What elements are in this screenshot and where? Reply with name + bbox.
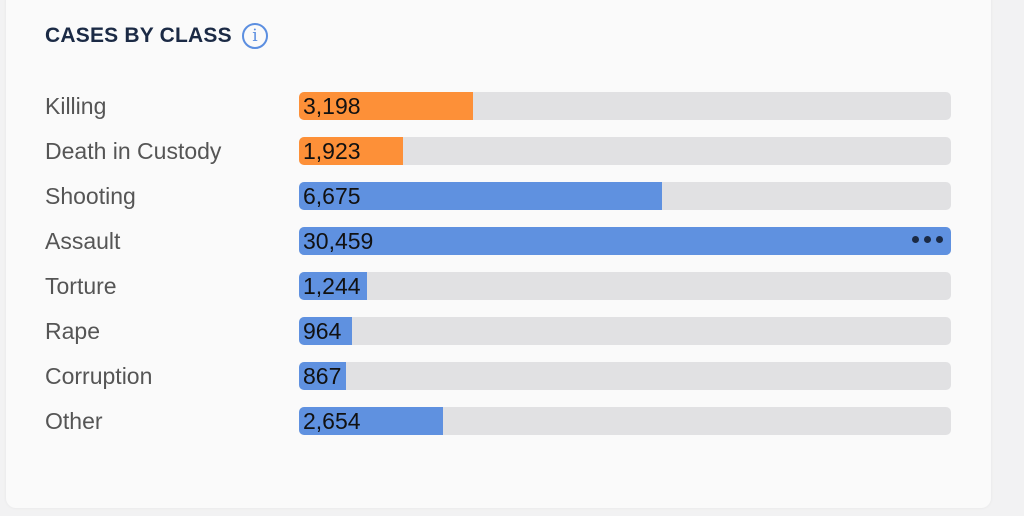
category-label: Death in Custody: [45, 138, 222, 164]
category-label: Killing: [45, 93, 107, 119]
bar-track: 867: [299, 362, 951, 390]
chart-title: CASES BY CLASS: [45, 24, 232, 47]
bar[interactable]: [299, 137, 404, 165]
value-label: 30,459: [303, 228, 374, 254]
value-label: 1,923: [303, 138, 361, 164]
bar-track: 1,244: [299, 272, 951, 300]
value-label: 3,198: [303, 93, 361, 119]
bar-row[interactable]: Killing 3,198: [0, 92, 1000, 120]
category-label: Torture: [45, 273, 117, 299]
bar-track: 964: [299, 317, 951, 345]
bar-track: 30,459: [299, 227, 951, 255]
category-label: Shooting: [45, 183, 136, 209]
more-options-icon[interactable]: [907, 236, 943, 243]
bar-row[interactable]: Shooting 6,675: [0, 182, 1000, 210]
bar-row[interactable]: Assault 30,459: [0, 227, 1000, 255]
category-label: Assault: [45, 228, 121, 254]
bar[interactable]: [299, 362, 346, 390]
bar[interactable]: [299, 272, 367, 300]
bar[interactable]: [299, 407, 444, 435]
value-label: 1,244: [303, 273, 361, 299]
category-label: Corruption: [45, 363, 153, 389]
bar-track: 3,198: [299, 92, 951, 120]
bar-row[interactable]: Death in Custody 1,923: [0, 137, 1000, 165]
category-label: Rape: [45, 318, 100, 344]
value-label: 867: [303, 363, 342, 389]
bar-track: 6,675: [299, 182, 951, 210]
value-label: 2,654: [303, 408, 361, 434]
category-label: Other: [45, 408, 103, 434]
value-label: 964: [303, 318, 342, 344]
bar-row[interactable]: Rape 964: [0, 317, 1000, 345]
info-icon[interactable]: i: [242, 23, 268, 49]
value-label: 6,675: [303, 183, 361, 209]
bar-row[interactable]: Torture 1,244: [0, 272, 1000, 300]
bar-track: 1,923: [299, 137, 951, 165]
bar[interactable]: [299, 182, 663, 210]
bar[interactable]: [299, 317, 352, 345]
bar-track: 2,654: [299, 407, 951, 435]
bar-row[interactable]: Other 2,654: [0, 407, 1000, 435]
bar[interactable]: [299, 227, 951, 255]
bar-row[interactable]: Corruption 867: [0, 362, 1000, 390]
bar[interactable]: [299, 92, 474, 120]
